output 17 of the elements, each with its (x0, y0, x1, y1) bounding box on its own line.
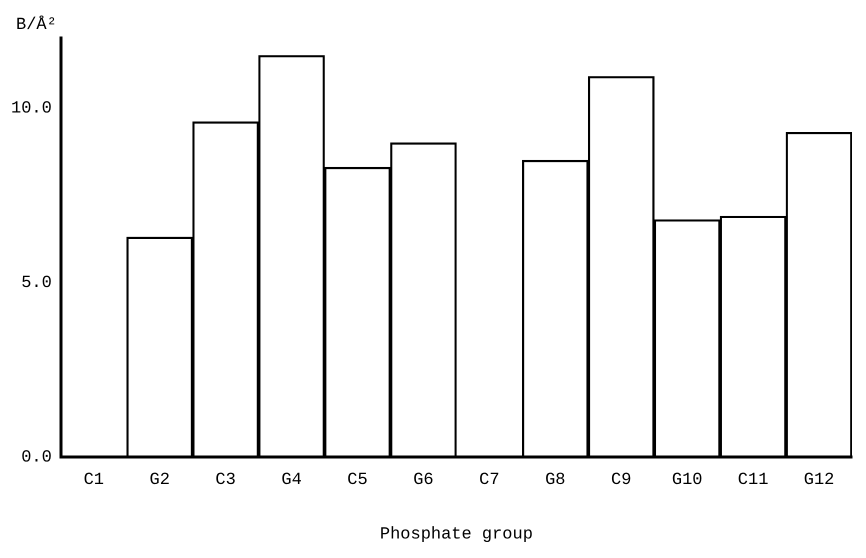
x-tick-label: G12 (804, 470, 834, 490)
x-tick-label: C1 (84, 470, 104, 490)
x-tick-label: C5 (347, 470, 368, 490)
x-tick-label: C9 (611, 470, 632, 490)
y-tick-label: 5.0 (21, 274, 52, 294)
y-tick-label: 0.0 (21, 448, 52, 468)
x-tick-label: G10 (672, 470, 702, 490)
x-tick-label: G6 (413, 470, 434, 490)
y-tick-label: 10.0 (10, 99, 52, 118)
x-tick-label: C7 (479, 470, 500, 490)
x-tick-label: C11 (738, 470, 768, 490)
x-axis-title: Phosphate group (380, 525, 533, 544)
x-tick-label: G8 (545, 470, 566, 490)
x-tick-label: G2 (150, 470, 170, 490)
x-tick-label: C3 (215, 470, 236, 490)
x-tick-label: G4 (281, 470, 302, 490)
y-axis-title: B/Å² (16, 15, 57, 35)
